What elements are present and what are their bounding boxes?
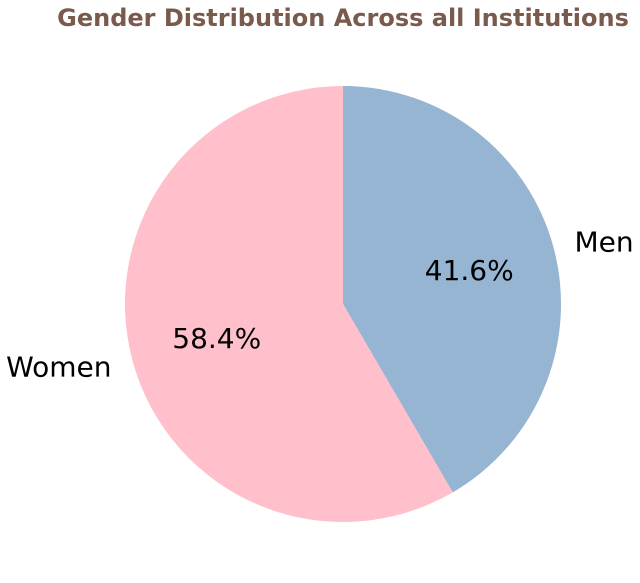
pie-category-label-women: Women (6, 351, 111, 384)
pie-percent-label-men: 41.6% (425, 254, 514, 287)
pie-slices (125, 86, 561, 522)
pie-category-label-men: Men (574, 225, 633, 258)
pie-percent-label-women: 58.4% (172, 322, 261, 355)
chart-title: Gender Distribution Across all Instituti… (57, 4, 629, 32)
